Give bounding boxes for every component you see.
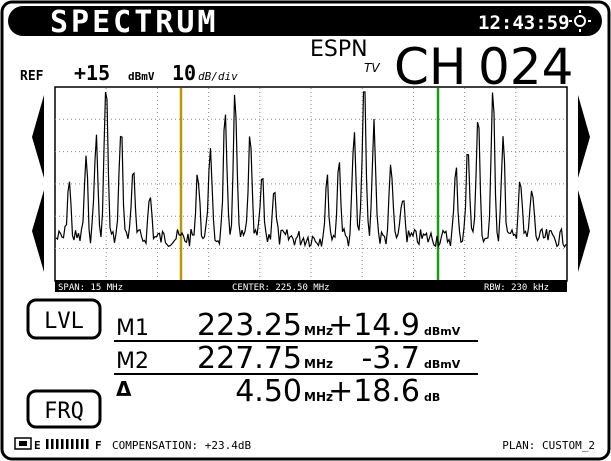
plan: PLAN: CUSTOM_2 [502,439,595,452]
marker-freq-unit: MHz [304,357,333,371]
battery-bar [86,439,89,449]
marker-freq-unit: MHz [304,324,333,338]
center: CENTER: 225.50 MHz [232,283,330,293]
ref-level: +15 [74,61,110,85]
rbw: RBW: 230 kHz [484,283,549,293]
spectrum-trace [55,91,567,249]
screen-title: SPECTRUM [50,5,219,40]
battery-bar [56,439,59,449]
left-arrow-down[interactable] [32,190,44,272]
marker-level-unit: dBmV [424,358,461,371]
marker-freq: 227.75 [197,341,302,376]
network-logo: ESPN [310,37,368,62]
delta-level: +18.6 [328,374,420,409]
lvl-label[interactable]: LVL [44,309,84,334]
battery-bar [76,439,79,449]
frq-button[interactable] [26,389,102,429]
frq-label[interactable]: FRQ [44,399,84,424]
battery-bar [66,439,69,449]
svg-text:E: E [34,439,41,452]
delta-label: Δ [116,377,132,401]
sun-icon [569,10,591,32]
right-arrow-down[interactable] [578,190,590,272]
delta-level-unit: dB [424,391,440,404]
marker-level: +14.9 [328,308,420,343]
right-arrow-up[interactable] [578,95,590,178]
ref-level-unit: dBmV [128,70,155,83]
plot-footer [55,280,567,292]
battery-bar [51,439,54,449]
battery-bar [81,439,84,449]
scale-unit: dB/div [198,70,238,83]
scale: 10 [172,61,196,85]
header-bar [8,6,602,36]
left-arrow-up[interactable] [32,95,44,178]
ref-label: REF [20,69,44,84]
compensation: COMPENSATION: +23.4dB [112,439,251,452]
marker-level-unit: dBmV [424,325,461,338]
battery-bar [46,439,49,449]
clock: 12:43:59 [478,12,570,34]
delta-freq: 4.50 [235,374,302,409]
battery-full: F [95,439,102,452]
marker-level: -3.7 [361,341,420,376]
marker-label: M1 [116,316,149,341]
marker-label: M2 [116,349,149,374]
network-sub: TV [364,61,380,75]
marker-freq: 223.25 [197,308,302,343]
battery-icon: E [14,437,89,452]
lvl-button[interactable] [26,298,102,340]
battery-bar [71,439,74,449]
span: SPAN: 15 MHz [58,283,123,293]
delta-freq-unit: MHz [304,390,333,404]
battery-bar [61,439,64,449]
